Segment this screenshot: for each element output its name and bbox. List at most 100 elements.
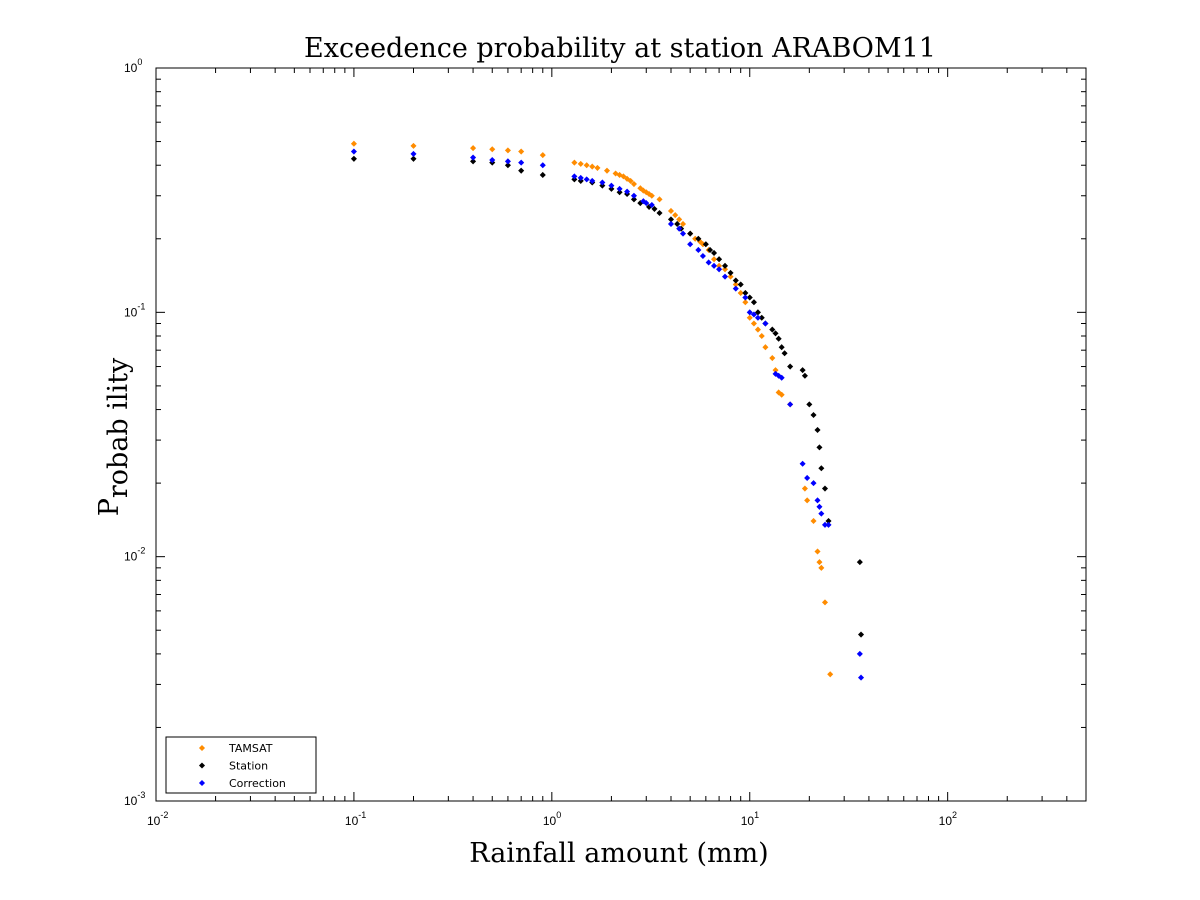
- tamsat-point: [627, 177, 634, 184]
- x-tick-label: 10-2: [147, 810, 168, 828]
- legend-label-correction: Correction: [229, 777, 286, 790]
- correction-point: [816, 503, 823, 510]
- y-axis-label-sub: robab ility: [103, 357, 134, 498]
- plot-area-frame: [155, 67, 1087, 802]
- tamsat-point: [758, 332, 765, 340]
- correction-point: [810, 480, 817, 487]
- tamsat-point: [775, 389, 782, 396]
- correction-point: [775, 372, 782, 379]
- station-point: [727, 269, 734, 276]
- correction-point: [643, 200, 650, 207]
- station-point: [810, 411, 817, 419]
- legend-label-station: Station: [229, 760, 268, 773]
- tamsat-point: [750, 320, 757, 327]
- tamsat-point: [571, 159, 578, 166]
- correction-point: [818, 510, 825, 517]
- station-point: [674, 220, 681, 227]
- station-point: [778, 344, 785, 351]
- legend-box: [165, 736, 317, 794]
- tamsat-point: [679, 220, 687, 227]
- correction-point: [470, 154, 477, 161]
- tamsat-point: [489, 146, 496, 153]
- tamsat-point: [594, 164, 601, 171]
- station-point: [814, 426, 821, 434]
- station-point: [775, 335, 782, 342]
- station-point: [470, 158, 477, 165]
- station-point: [539, 171, 546, 178]
- tamsat-point: [350, 140, 357, 147]
- station-point: [707, 246, 714, 253]
- correction-point: [577, 174, 584, 181]
- y-tick-label: 100: [124, 57, 142, 75]
- correction-point: [742, 294, 749, 301]
- station-point: [737, 281, 744, 288]
- svg-text:Probab ility: Probab ility: [94, 357, 134, 516]
- chart-title: Exceedence probability at station ARABOM…: [304, 33, 936, 64]
- tamsat-point: [630, 181, 637, 188]
- x-tick-label: 10-1: [345, 810, 366, 828]
- correction-point: [778, 374, 785, 381]
- x-axis-label: Rainfall amount (mm): [469, 838, 768, 869]
- station-point: [801, 372, 808, 379]
- station-point: [818, 465, 825, 472]
- tamsat-point: [672, 212, 679, 219]
- station-point: [806, 401, 813, 408]
- y-tick-labels: 100 10-1 10-2 10-3: [124, 57, 145, 808]
- station-point: [577, 177, 584, 184]
- correction-point: [583, 176, 590, 183]
- tamsat-point: [577, 160, 584, 167]
- tamsat-point: [801, 485, 808, 492]
- station-point: [630, 196, 637, 203]
- y-tick-label: 10-3: [124, 790, 145, 808]
- tamsat-point: [640, 187, 647, 194]
- correction-point: [746, 309, 753, 316]
- correction-point: [648, 201, 655, 209]
- tamsat-point: [624, 175, 631, 182]
- tamsat-point: [656, 196, 663, 203]
- tamsat-point: [648, 192, 655, 199]
- tamsat-point: [616, 171, 623, 178]
- correction-point: [489, 157, 496, 164]
- station-point: [721, 262, 729, 269]
- tamsat-point: [818, 564, 825, 571]
- tamsat-point: [727, 273, 734, 280]
- x-tick-label: 101: [741, 810, 759, 828]
- correction-point: [350, 148, 357, 155]
- correction-point: [721, 273, 729, 280]
- station-point: [821, 485, 829, 492]
- station-point: [711, 249, 718, 256]
- correction-point: [640, 198, 647, 205]
- station-point: [750, 299, 757, 306]
- x-tick-labels: 10-2 10-1 100 101 102: [147, 810, 957, 828]
- legend-marker-tamsat: [198, 744, 206, 752]
- tamsat-point: [518, 148, 525, 155]
- series-tamsat: [350, 140, 834, 678]
- tamsat-point: [814, 548, 821, 555]
- station-point: [504, 162, 511, 169]
- station-point: [651, 205, 658, 212]
- correction-point: [716, 266, 723, 273]
- tamsat-point: [504, 147, 511, 154]
- station-point: [608, 185, 615, 192]
- correction-point: [589, 177, 596, 184]
- station-point: [732, 277, 739, 284]
- station-point: [799, 367, 806, 374]
- tamsat-point: [603, 167, 611, 174]
- data-points: [350, 140, 865, 681]
- station-point: [518, 167, 525, 174]
- station-point: [858, 631, 865, 638]
- station-point: [746, 294, 753, 301]
- tamsat-point: [711, 256, 718, 263]
- correction-point: [410, 150, 417, 157]
- correction-point: [504, 158, 511, 165]
- correction-point: [599, 179, 606, 186]
- correction-point: [679, 230, 687, 237]
- correction-point: [814, 497, 821, 504]
- station-point: [716, 256, 723, 263]
- correction-point: [699, 253, 706, 260]
- station-point: [656, 209, 663, 217]
- correction-point: [804, 474, 811, 481]
- correction-point: [667, 220, 675, 227]
- correction-point: [750, 311, 757, 318]
